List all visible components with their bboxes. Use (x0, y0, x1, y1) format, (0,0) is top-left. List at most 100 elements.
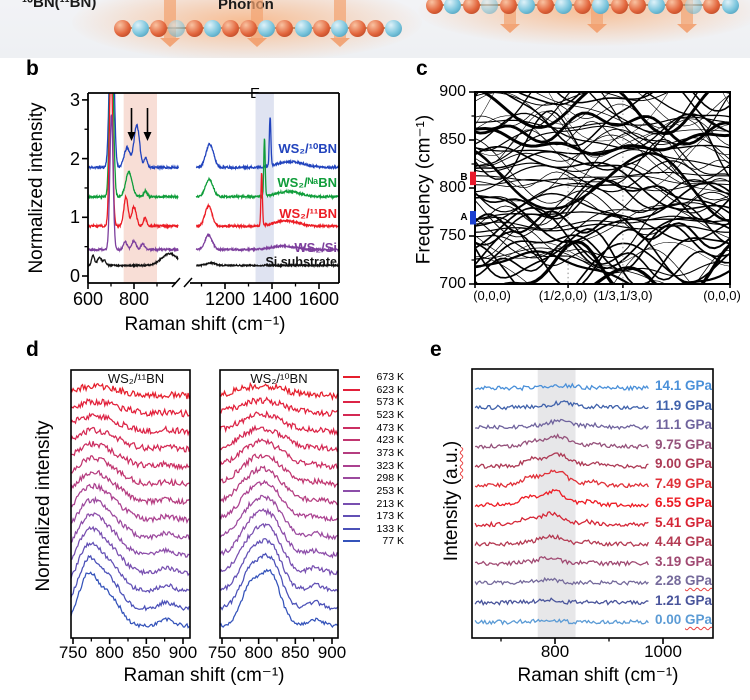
boron-atom (113, 19, 131, 37)
phonon-branch (475, 248, 693, 284)
pressure-label: 11.1 GPa (628, 417, 712, 432)
legend-line (343, 464, 360, 467)
legend-item: 673 K (343, 371, 404, 383)
temperature-curve (71, 554, 190, 612)
legend-line (343, 502, 360, 505)
legend-line (343, 540, 360, 543)
legend-label: 253 K (376, 484, 404, 497)
phonon-branch (475, 175, 730, 187)
pressure-value: 5.41 (654, 514, 685, 530)
phonon-branch (475, 223, 730, 272)
nitrogen-atom (518, 0, 535, 14)
legend-item: 253 K (343, 485, 404, 497)
boron-atom (666, 0, 683, 14)
legend-item: 77 K (343, 535, 404, 547)
pressure-value: 4.44 (654, 534, 685, 549)
phonon-branch (475, 227, 730, 284)
legend-label: 298 K (376, 472, 404, 485)
panel-d-ylabel: Normalized intensity (33, 420, 54, 592)
pressure-label: 5.41 GPa (628, 515, 712, 530)
phonon-branch (475, 112, 730, 150)
temperature-curve (71, 469, 190, 506)
boron-atom (240, 19, 258, 37)
phonon-branch (475, 125, 730, 168)
pressure-label: 9.00 GPa (628, 456, 712, 471)
legend-item: 173 K (343, 510, 404, 522)
phonon-branch (534, 92, 730, 133)
temperature-curve (71, 426, 190, 453)
nitrogen-atom (684, 0, 702, 14)
legend-label: 573 K (376, 396, 404, 409)
boron-atom (312, 19, 330, 37)
phonon-branch (475, 111, 730, 164)
pressure-label: 14.1 GPa (628, 378, 712, 393)
phonon-branch (475, 210, 730, 250)
legend-label: 133 K (376, 522, 404, 535)
nitrogen-atom (258, 19, 276, 37)
temperature-curve (71, 525, 190, 577)
x-tick-label: 900 (317, 643, 347, 662)
e-ylabel-au: a.u. (441, 447, 462, 479)
legend-label: 173 K (376, 510, 404, 523)
phonon-branch (475, 199, 730, 267)
spectrum-curve (196, 260, 339, 269)
pressure-curve (474, 533, 649, 548)
panel-d-xlabel: Raman shift (cm⁻¹) (123, 665, 285, 686)
nitrogen-atom (330, 19, 348, 37)
freq-tick-label: 900 (439, 83, 466, 100)
q-point-label: (0,0,0) (473, 288, 511, 303)
x-tick-label: 800 (540, 642, 570, 661)
boron-atom (149, 19, 167, 37)
x-tick-label: 1200 (204, 289, 246, 309)
mode-marker (470, 171, 476, 186)
phonon-branch (475, 92, 730, 106)
phonon-branch (475, 179, 730, 192)
panel-b-letter: b (26, 57, 39, 80)
pressure-label: 3.19 GPa (628, 554, 712, 569)
chain-bond (122, 27, 394, 29)
phonon-branch (475, 266, 658, 284)
phonon-branch (500, 240, 730, 284)
phonon-branch (475, 110, 730, 180)
x-tick-label: 800 (118, 289, 150, 309)
nitrogen-atom (555, 0, 572, 14)
pressure-curve (474, 597, 649, 607)
pressure-curve (474, 556, 649, 567)
legend-label: 423 K (376, 434, 404, 447)
pressure-value: 9.00 (654, 456, 685, 471)
legend-line (343, 376, 360, 378)
legend-item: 473 K (343, 422, 404, 434)
x-tick-label: 600 (72, 289, 104, 309)
temperature-curve (220, 523, 338, 577)
legend-item: 323 K (343, 460, 404, 472)
pressure-curve (474, 618, 649, 626)
boron-atom (348, 19, 366, 37)
phonon-branch (475, 149, 730, 183)
phonon-schematic: ¹⁰BN(¹¹BN) Phonon (0, 0, 750, 58)
boron-atom (276, 19, 294, 37)
boron-atom (610, 0, 628, 14)
phonon-branch (475, 179, 730, 214)
legend-label: 673 K (376, 371, 404, 383)
legend-line (343, 426, 360, 429)
phonon-branch (475, 120, 730, 170)
phonon-branch (475, 92, 730, 142)
pressure-unit: GPa (684, 417, 712, 432)
temperature-curve (71, 571, 190, 629)
pressure-curve (474, 452, 649, 470)
phonon-branch (475, 127, 730, 156)
shaded-band (123, 93, 157, 283)
mode-marker (470, 211, 476, 225)
legend-line (343, 439, 360, 442)
pressure-label: 2.28 GPa (628, 573, 712, 588)
phonon-branch (475, 241, 730, 267)
spectrum-curve (88, 251, 179, 269)
spectrum-curve (88, 93, 179, 230)
x-tick-label: 850 (132, 643, 161, 662)
phonon-branch (502, 92, 730, 147)
legend-label: 373 K (376, 446, 404, 459)
boron-atom (425, 0, 443, 14)
pressure-unit: GPa (684, 592, 712, 608)
